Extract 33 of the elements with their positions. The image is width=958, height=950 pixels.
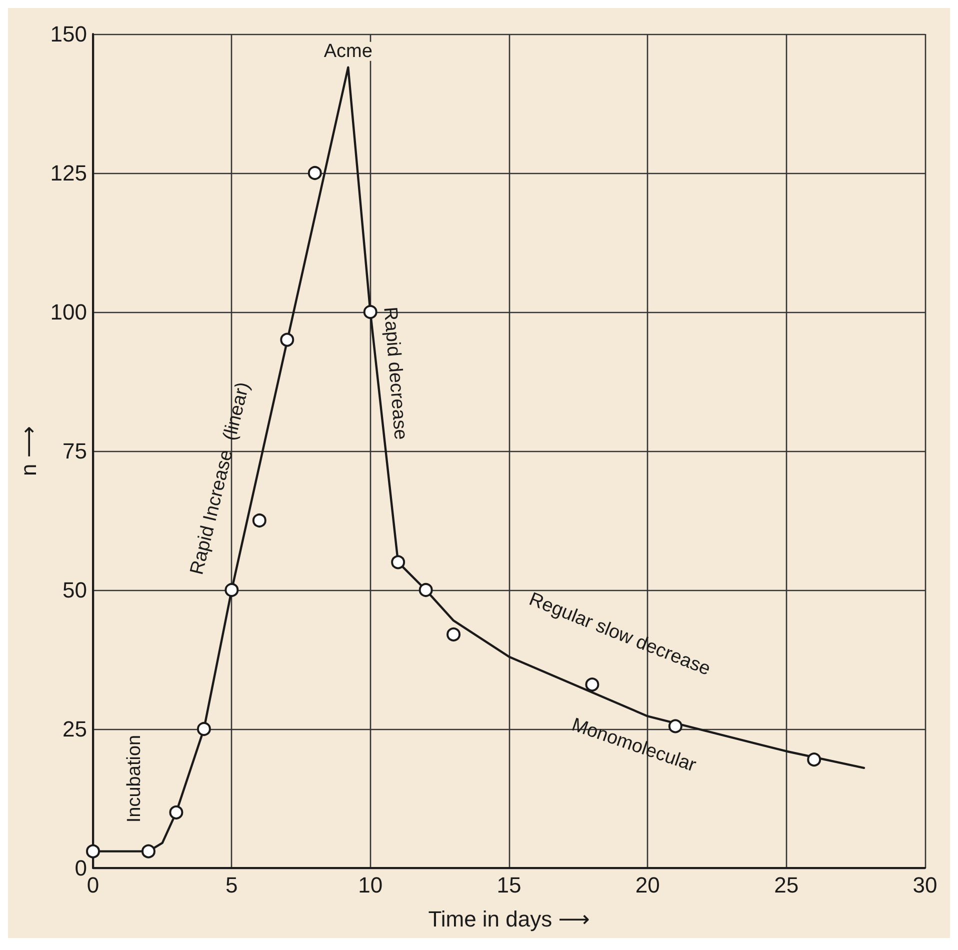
y-tick-label: 75 — [62, 438, 87, 464]
y-tick-label: 125 — [50, 160, 87, 186]
point — [308, 166, 322, 180]
point — [363, 305, 378, 319]
point — [86, 844, 100, 858]
y-tick-label: 50 — [62, 578, 87, 602]
annotation: Acme — [324, 40, 372, 62]
point — [391, 555, 406, 570]
y-tick-label: 25 — [62, 716, 87, 742]
point — [224, 583, 239, 597]
y-tick-label: 0 — [74, 856, 87, 880]
annotation: Rapid Increase (linear) — [186, 380, 254, 577]
x-tick-label: 10 — [358, 872, 383, 898]
x-tick-label: 25 — [774, 872, 799, 898]
y-tick-label: 100 — [50, 300, 87, 324]
y-axis-title: n ⟶ — [16, 426, 41, 476]
point — [169, 805, 184, 820]
point — [196, 722, 211, 736]
x-tick-label: 15 — [496, 872, 522, 898]
point — [280, 332, 294, 347]
x-tick-label: 30 — [912, 872, 938, 898]
y-tick-label: 150 — [50, 22, 87, 46]
x-tick-label: 20 — [635, 872, 660, 898]
point — [585, 678, 600, 692]
x-axis-title: Time in days ⟶ — [428, 906, 590, 932]
x-tick-label: 5 — [226, 872, 238, 898]
point — [807, 752, 822, 767]
point — [252, 514, 266, 528]
annotation: Incubation — [124, 734, 146, 823]
annotation: Rapid decrease — [379, 306, 411, 441]
point — [418, 583, 433, 597]
point — [141, 844, 156, 858]
point — [446, 627, 461, 642]
